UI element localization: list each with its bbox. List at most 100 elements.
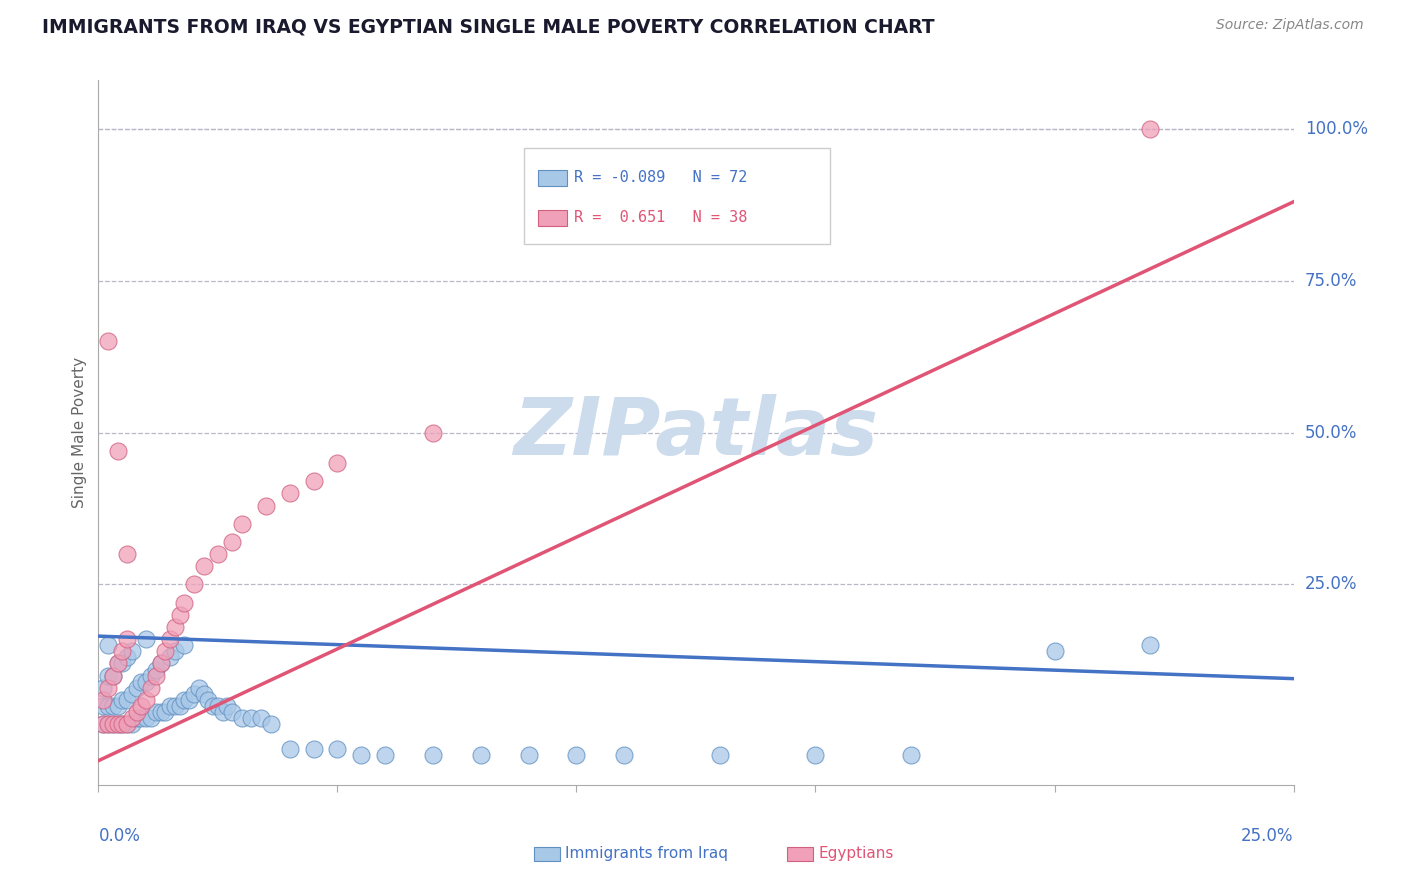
Point xyxy=(97,334,120,349)
Point xyxy=(254,499,277,513)
Point xyxy=(231,711,253,725)
Text: 75.0%: 75.0% xyxy=(1305,272,1357,290)
Point xyxy=(149,657,172,671)
Point xyxy=(565,747,588,762)
Point xyxy=(91,693,114,707)
Point xyxy=(135,674,157,689)
Point xyxy=(97,717,120,731)
Point xyxy=(374,747,396,762)
Point xyxy=(131,674,153,689)
Point xyxy=(207,547,229,561)
Point xyxy=(159,632,181,647)
Point xyxy=(163,620,186,634)
Point xyxy=(111,657,134,671)
Point xyxy=(163,698,186,713)
Point xyxy=(517,747,540,762)
Point xyxy=(326,741,349,756)
Point xyxy=(278,741,301,756)
Point xyxy=(183,577,205,591)
Point xyxy=(101,668,124,682)
Point xyxy=(193,687,215,701)
Point xyxy=(1043,644,1066,658)
Point xyxy=(91,717,114,731)
Point xyxy=(131,698,153,713)
Point xyxy=(202,698,225,713)
Point xyxy=(97,668,120,682)
Point xyxy=(125,681,148,695)
Point xyxy=(613,747,636,762)
Point xyxy=(422,425,444,440)
Point xyxy=(145,663,167,677)
Point xyxy=(179,693,201,707)
Point xyxy=(149,657,172,671)
Text: 25.0%: 25.0% xyxy=(1241,827,1294,845)
Point xyxy=(111,717,134,731)
Text: Source: ZipAtlas.com: Source: ZipAtlas.com xyxy=(1216,18,1364,32)
Point xyxy=(155,705,177,719)
Point xyxy=(259,717,281,731)
Point xyxy=(422,747,444,762)
Point xyxy=(97,638,120,652)
Point xyxy=(240,711,263,725)
Point xyxy=(125,705,148,719)
Point xyxy=(135,693,157,707)
Point xyxy=(709,747,731,762)
Point xyxy=(149,705,172,719)
Y-axis label: Single Male Poverty: Single Male Poverty xyxy=(72,357,87,508)
Text: IMMIGRANTS FROM IRAQ VS EGYPTIAN SINGLE MALE POVERTY CORRELATION CHART: IMMIGRANTS FROM IRAQ VS EGYPTIAN SINGLE … xyxy=(42,18,935,37)
Text: 50.0%: 50.0% xyxy=(1305,424,1357,442)
Point xyxy=(221,705,243,719)
Point xyxy=(326,456,349,470)
Point xyxy=(159,698,181,713)
Point xyxy=(207,698,229,713)
Point xyxy=(131,711,153,725)
Point xyxy=(121,687,143,701)
Text: 25.0%: 25.0% xyxy=(1305,575,1357,593)
Text: 0.0%: 0.0% xyxy=(98,827,141,845)
Point xyxy=(121,717,143,731)
Point xyxy=(187,681,209,695)
Text: Immigrants from Iraq: Immigrants from Iraq xyxy=(565,847,728,861)
Point xyxy=(111,693,134,707)
Point xyxy=(470,747,492,762)
Point xyxy=(121,644,143,658)
Point xyxy=(121,711,143,725)
Point xyxy=(145,668,167,682)
Point xyxy=(302,741,325,756)
Point xyxy=(900,747,922,762)
Point xyxy=(221,535,243,549)
Point xyxy=(101,668,124,682)
Point xyxy=(302,474,325,488)
Point xyxy=(97,681,120,695)
Point xyxy=(135,632,157,647)
Point xyxy=(139,681,162,695)
Point xyxy=(111,644,134,658)
Point xyxy=(115,547,138,561)
Point xyxy=(101,717,124,731)
Point xyxy=(173,638,195,652)
Point xyxy=(211,705,233,719)
Point xyxy=(107,717,129,731)
Point xyxy=(183,687,205,701)
Point xyxy=(115,717,138,731)
Point xyxy=(97,698,120,713)
Point xyxy=(1139,121,1161,136)
Point xyxy=(115,650,138,665)
Point xyxy=(197,693,219,707)
Point xyxy=(115,632,138,647)
Point xyxy=(163,644,186,658)
Point xyxy=(1139,638,1161,652)
Point xyxy=(111,717,134,731)
Point xyxy=(115,717,138,731)
Point xyxy=(107,443,129,458)
Point xyxy=(125,711,148,725)
Text: R = -0.089   N = 72: R = -0.089 N = 72 xyxy=(574,169,747,185)
Point xyxy=(107,657,129,671)
Point xyxy=(107,698,129,713)
Point xyxy=(115,693,138,707)
Point xyxy=(173,596,195,610)
Point xyxy=(91,681,114,695)
Point xyxy=(231,516,253,531)
Point xyxy=(145,705,167,719)
Point xyxy=(101,717,124,731)
